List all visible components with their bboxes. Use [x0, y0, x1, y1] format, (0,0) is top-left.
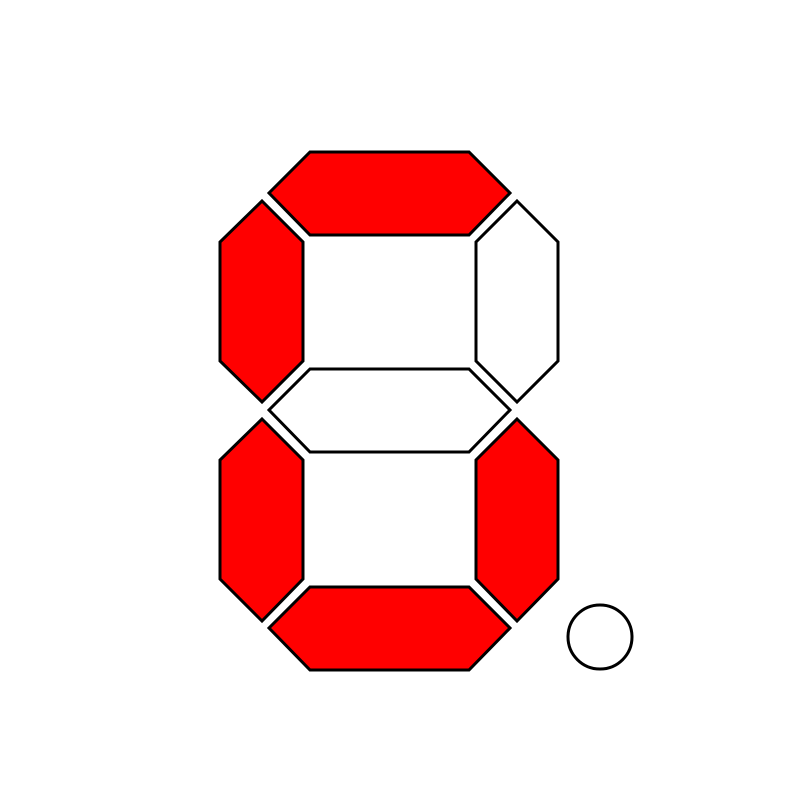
segment-d [266, 585, 513, 672]
segment-c [474, 416, 560, 624]
segment-b [474, 198, 560, 405]
segment-f [218, 198, 305, 405]
segment-a [266, 150, 513, 237]
segment-e [218, 416, 305, 624]
decimal-point [566, 603, 634, 671]
segment-g [266, 367, 513, 454]
